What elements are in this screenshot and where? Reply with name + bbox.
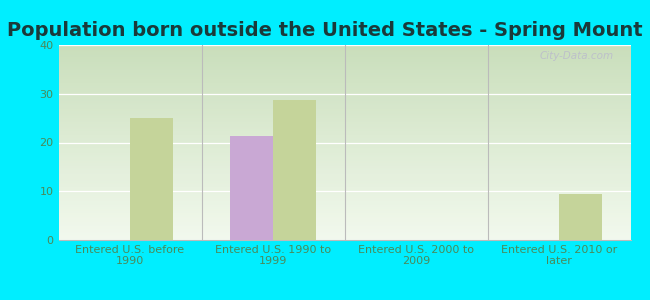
- Text: Population born outside the United States - Spring Mount: Population born outside the United State…: [7, 21, 643, 40]
- Bar: [230, 136, 273, 240]
- Bar: [273, 100, 316, 240]
- Bar: [559, 194, 602, 240]
- Text: City-Data.com: City-Data.com: [540, 51, 614, 61]
- Bar: [130, 118, 173, 240]
